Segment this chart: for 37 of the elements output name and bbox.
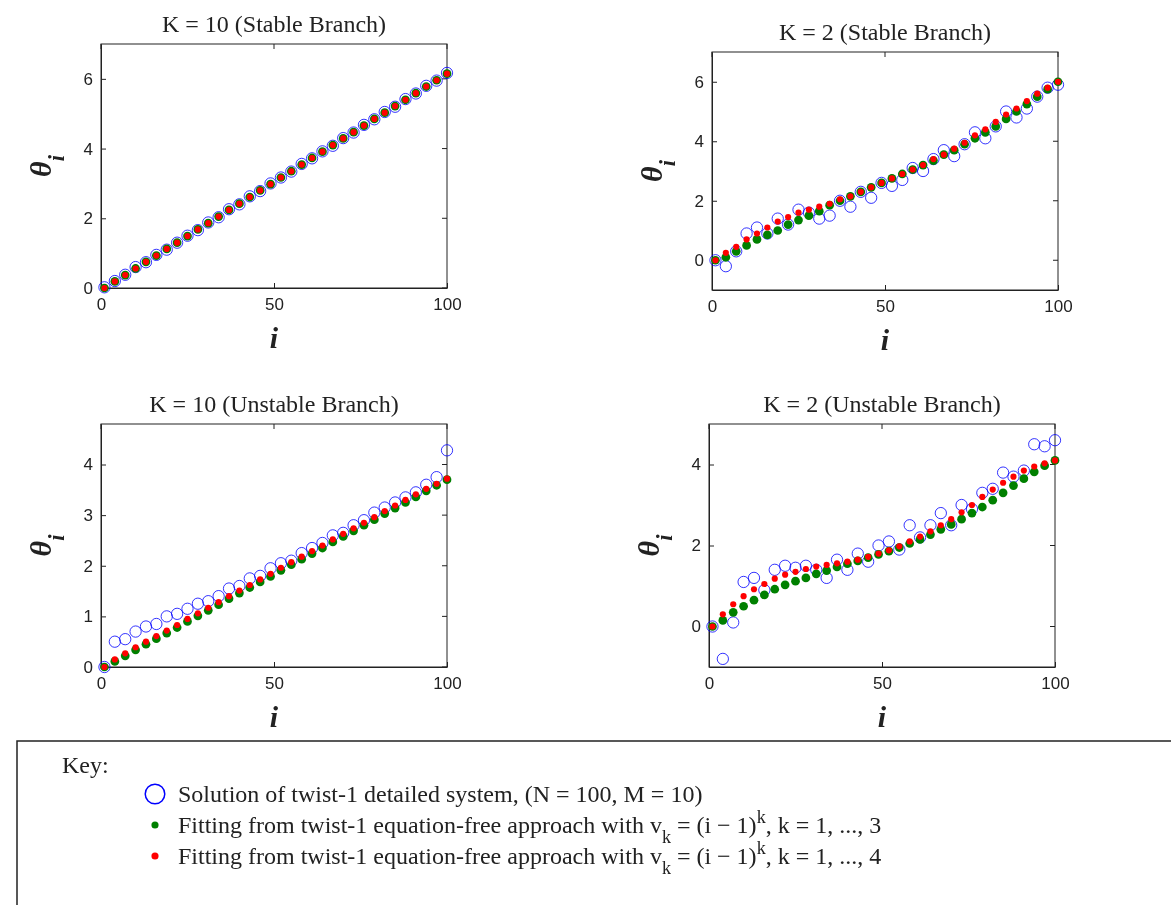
y-tick-label: 6 (694, 72, 704, 92)
x-axis-title: i (880, 323, 890, 356)
y-tick-label: 4 (691, 455, 701, 475)
legend-label: Solution of twist-1 detailed system, (N = 100, M = 10) (178, 781, 703, 807)
y-tick-label: 0 (83, 657, 93, 677)
x-tick-label: 100 (433, 295, 462, 315)
x-tick-label: 100 (1041, 674, 1070, 694)
y-tick-label: 4 (83, 455, 93, 475)
y-tick-label: 1 (83, 607, 93, 627)
x-tick-label: 50 (873, 674, 892, 694)
y-tick-label: 0 (694, 251, 704, 271)
x-tick-label: 100 (433, 674, 462, 694)
chart-title: K = 2 (Stable Branch) (778, 19, 992, 45)
chart-title: K = 2 (Unstable Branch) (763, 391, 1001, 417)
x-tick-label: 0 (96, 674, 107, 694)
chart-title: K = 10 (Stable Branch) (161, 11, 387, 37)
x-tick-label: 50 (876, 297, 895, 317)
x-axis-title: i (877, 700, 887, 733)
y-tick-label: 0 (691, 617, 701, 637)
legend-title: Key: (62, 752, 109, 778)
y-tick-label: 0 (83, 278, 93, 298)
y-tick-label: 2 (691, 536, 701, 556)
chart-title: K = 10 (Unstable Branch) (149, 391, 399, 417)
x-tick-label: 0 (707, 297, 718, 317)
y-tick-label: 3 (83, 506, 93, 526)
y-tick-label: 2 (694, 191, 704, 211)
x-axis-title: i (269, 700, 279, 733)
x-tick-label: 50 (265, 674, 284, 694)
y-tick-label: 2 (83, 209, 93, 229)
y-tick-label: 4 (83, 139, 93, 159)
y-tick-label: 6 (83, 69, 93, 89)
x-tick-label: 50 (265, 295, 284, 315)
x-tick-label: 0 (96, 295, 107, 315)
y-tick-label: 2 (83, 556, 93, 576)
x-tick-label: 100 (1044, 297, 1073, 317)
y-tick-label: 4 (694, 132, 704, 152)
x-axis-title: i (269, 321, 279, 354)
